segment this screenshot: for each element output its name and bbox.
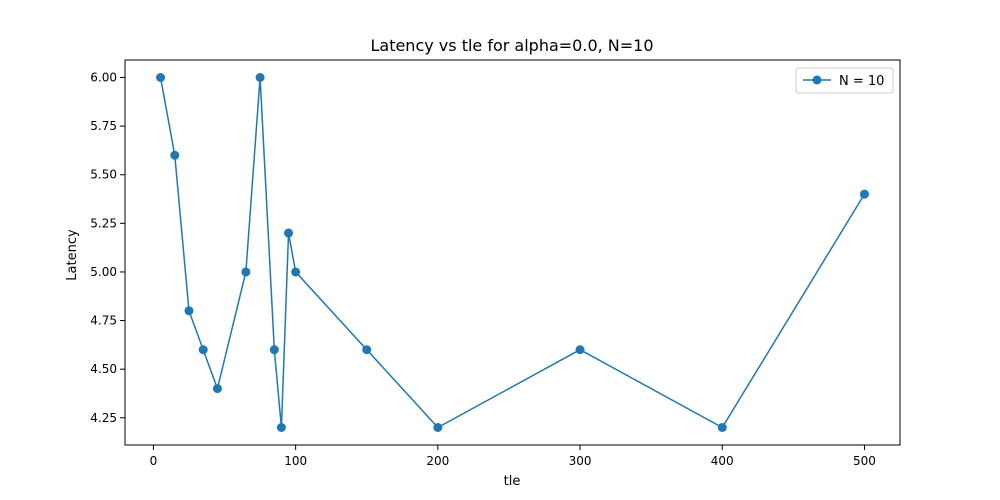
legend-marker-swatch	[812, 75, 822, 85]
y-axis-label: Latency	[65, 229, 80, 281]
x-axis-label: tle	[504, 474, 521, 489]
plot-frame	[124, 59, 901, 446]
data-point	[156, 73, 166, 82]
data-point	[184, 306, 194, 316]
y-tick-label: 5.75	[90, 119, 117, 133]
x-tick-label: 100	[284, 454, 307, 468]
data-point	[170, 150, 180, 160]
x-tick-label: 200	[426, 454, 449, 468]
x-tick-label: 300	[569, 454, 592, 468]
data-point	[212, 384, 222, 394]
chart-title: Latency vs tle for alpha=0.0, N=10	[370, 36, 653, 55]
data-point	[284, 228, 294, 238]
data-point	[241, 267, 251, 277]
legend-label-series-0: N = 10	[839, 74, 884, 89]
data-point	[276, 423, 286, 432]
data-point	[717, 423, 727, 432]
x-tick-label: 400	[711, 454, 734, 468]
legend: N = 10	[795, 67, 894, 94]
data-point	[198, 345, 208, 355]
y-tick-label: 5.50	[90, 168, 117, 182]
y-tick-label: 5.25	[90, 216, 117, 230]
data-point	[362, 345, 372, 355]
data-point	[291, 267, 301, 277]
y-tick-label: 4.25	[90, 411, 117, 425]
plot-area: 0 100 200 300 400 500 4.25 4.50 4.75 5.00 5.25 5.50…	[90, 71, 876, 469]
x-tick-label: 500	[853, 454, 876, 468]
series-line-0	[159, 76, 866, 429]
y-tick-label: 4.50	[90, 362, 117, 376]
y-tick-label: 6.00	[90, 71, 117, 85]
legend-box	[795, 67, 894, 94]
data-point	[269, 345, 279, 355]
y-tick-label: 4.75	[90, 314, 117, 328]
data-point	[433, 423, 443, 432]
data-point	[575, 345, 585, 355]
x-tick-label: 0	[150, 454, 158, 468]
data-point	[859, 189, 869, 199]
data-point	[255, 73, 265, 82]
y-tick-label: 5.00	[90, 265, 117, 279]
